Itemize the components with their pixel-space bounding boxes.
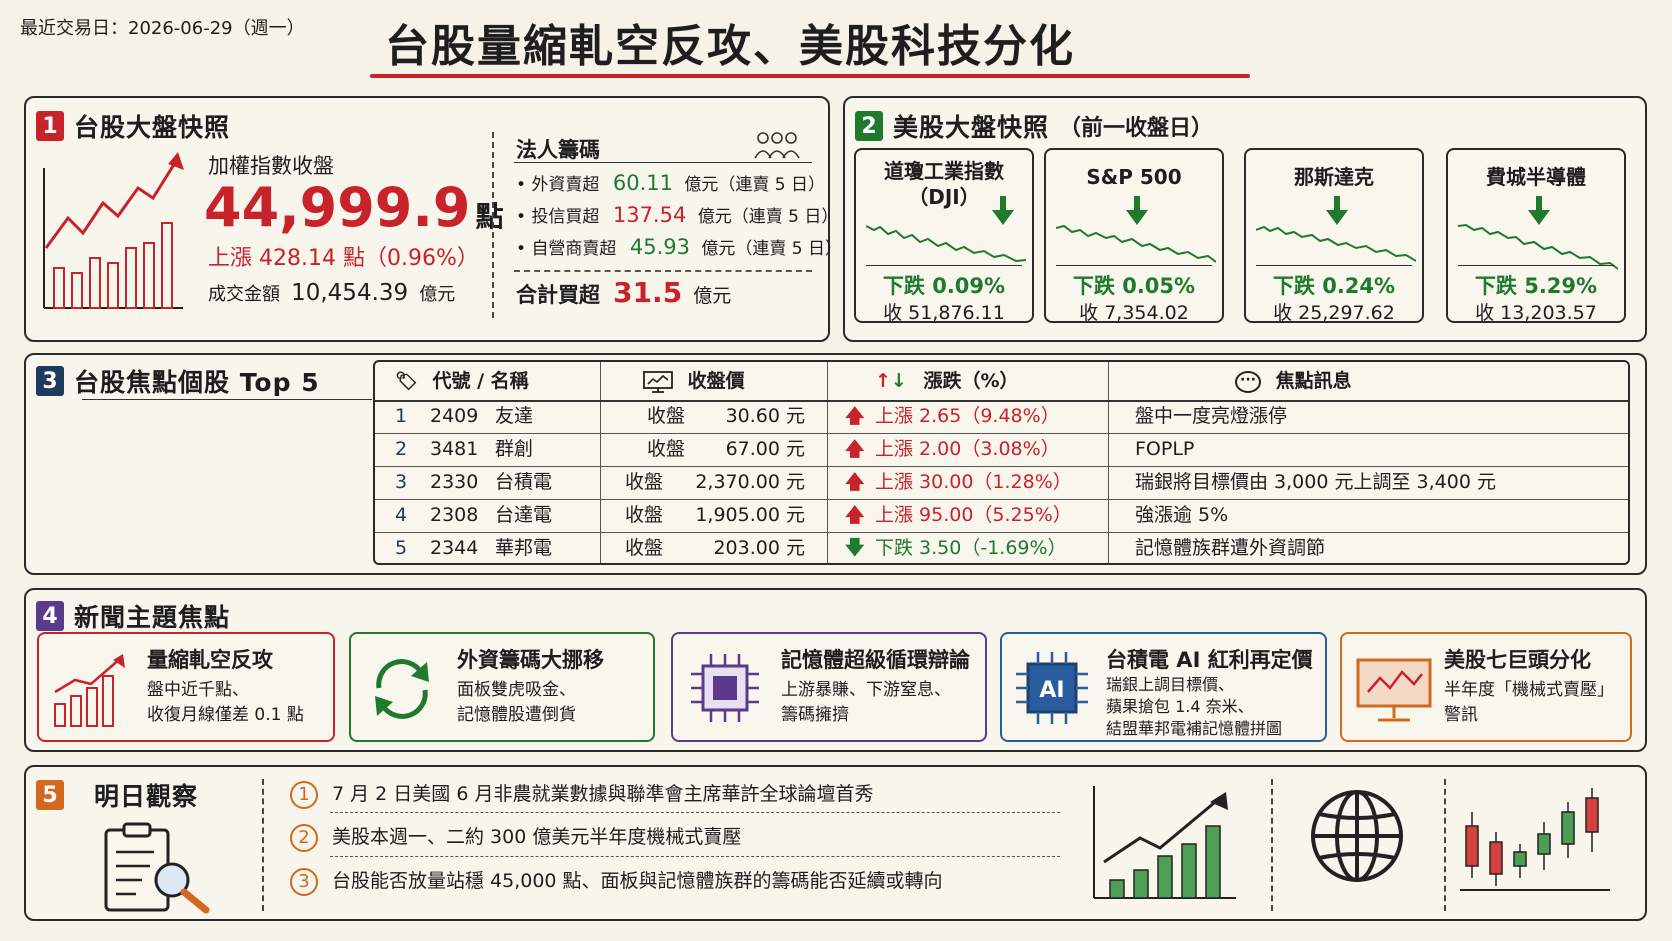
news-body: 面板雙虎吸金、 記憶體股遭倒貨: [457, 680, 576, 725]
chip-row: • 自營商賣超 45.93 億元（連賣 5 日）: [516, 235, 842, 259]
down-arrow-icon: [1126, 196, 1148, 225]
turnover-unit: 億元: [419, 284, 456, 305]
us-index-card-nasdaq: 那斯達克 下跌 0.24% 收 25,297.62: [1244, 148, 1424, 324]
chip-icon: [691, 654, 759, 722]
news-title: 美股七巨頭分化: [1444, 648, 1591, 672]
index-unit: 點: [475, 200, 504, 233]
news-card: 量縮軋空反攻 盤中近千點、 收復月線僅差 0.1 點: [37, 632, 335, 742]
us-index-close: 收 13,203.57: [1475, 302, 1597, 324]
section-number: 4: [36, 601, 64, 631]
section-title: 美股大盤快照: [893, 113, 1050, 142]
news-body: 半年度「機械式賣壓」 警訊: [1444, 680, 1614, 725]
down-arrow-icon: [1326, 196, 1348, 225]
observation-item: 3 台股能否放量站穩 45,000 點、面板與記憶體族群的籌碼能否延續或轉向: [290, 864, 943, 898]
title-underline: [370, 74, 1250, 78]
section-number: 1: [36, 111, 64, 141]
clipboard-search-icon: [104, 822, 210, 914]
ai-chip-icon: AI: [1016, 652, 1088, 724]
news-body: 盤中近千點、 收復月線僅差 0.1 點: [147, 680, 304, 725]
down-arrow-icon: [1528, 196, 1550, 225]
monitor-chart-icon: [643, 370, 673, 393]
growth-bar-chart-icon: [1093, 786, 1236, 899]
tw-market-panel: 1 台股大盤快照 加權指數收盤 44,999.9 點 上漲 428.14 點（0…: [24, 96, 842, 342]
column-header: ↑↓ 漲跌（%）: [875, 370, 1019, 392]
us-index-change: 下跌 0.09%: [882, 274, 1006, 298]
chip-row: • 外資賣超 60.11 億元（連賣 5 日）: [516, 171, 825, 195]
news-title: 記憶體超級循環辯論: [781, 648, 970, 672]
refresh-cycle-icon: [375, 659, 429, 719]
chat-bubble-icon: ···: [1235, 370, 1261, 393]
section-subtitle: （前一收盤日）: [1059, 116, 1214, 141]
index-label: 加權指數收盤: [208, 154, 334, 178]
us-index-card-sox: 費城半導體 下跌 5.29% 收 13,203.57: [1446, 148, 1626, 324]
us-index-close: 收 25,297.62: [1273, 302, 1395, 324]
news-card: AI 台積電 AI 紅利再定價 瑞銀上調目標價、 蘋果搶包 1.4 奈米、 結盟華邦…: [1000, 632, 1327, 742]
tag-icon: 🏷: [395, 371, 418, 392]
trade-date: 最近交易日：2026-06-29（週一）: [20, 18, 305, 39]
us-index-card-dji: 道瓊工業指數 （DJI） 下跌 0.09% 收 51,876.11: [854, 148, 1034, 324]
column-header: 收盤價: [643, 362, 745, 400]
page-title: 台股量縮軋空反攻、美股科技分化: [385, 21, 1075, 72]
rising-chart-icon: [43, 152, 184, 309]
us-index-close: 收 7,354.02: [1079, 302, 1189, 324]
turnover-label: 成交金額: [208, 284, 280, 305]
down-arrow-icon: [992, 196, 1014, 225]
news-title: 量縮軋空反攻: [147, 648, 273, 672]
downtrend-line: [1458, 223, 1618, 270]
downtrend-line: [1056, 224, 1216, 263]
downtrend-line: [1256, 225, 1416, 262]
news-title: 台積電 AI 紅利再定價: [1106, 648, 1313, 672]
news-card: 記憶體超級循環辯論 上游暴賺、下游窒息、 籌碼擁擠: [671, 632, 987, 742]
us-index-change: 下跌 0.05%: [1072, 274, 1196, 298]
globe-icon: [1311, 790, 1403, 882]
candlestick-icon: [1460, 788, 1610, 891]
us-index-change: 下跌 0.24%: [1272, 274, 1396, 298]
news-body: 上游暴賺、下游窒息、 籌碼擁擠: [781, 680, 951, 725]
monitor-chart-icon: [1356, 658, 1432, 722]
news-card: 美股七巨頭分化 半年度「機械式賣壓」 警訊: [1340, 632, 1632, 742]
svg-text:AI: AI: [1039, 678, 1064, 703]
observation-item: 2 美股本週一、二約 300 億美元半年度機械式賣壓: [290, 820, 741, 854]
column-header: ··· 焦點訊息: [1235, 362, 1352, 400]
divider: [492, 132, 494, 318]
section-number: 3: [36, 366, 64, 396]
index-change: 上漲 428.14 點（0.96%）: [208, 246, 479, 271]
section-number: 2: [855, 111, 883, 141]
focus-stocks-table: 🏷 代號 / 名稱 收盤價 ↑↓ 漲跌（%） ··· 焦點訊息 1 2409 友…: [373, 360, 1630, 565]
section-number: 5: [36, 780, 64, 810]
column-header: 🏷 代號 / 名稱: [395, 362, 529, 400]
turnover-value: 10,454.39: [291, 280, 409, 306]
us-index-close: 收 51,876.11: [883, 302, 1005, 324]
section-title: 台股大盤快照: [74, 113, 231, 142]
index-value: 44,999.9: [204, 176, 471, 239]
section-title: 台股焦點個股 Top 5: [74, 368, 320, 397]
rising-bars-icon: [54, 654, 125, 727]
chip-total: 合計買超 31.5 億元: [516, 276, 732, 309]
us-index-card-sp500: S&P 500 下跌 0.05% 收 7,354.02: [1044, 148, 1224, 324]
section-title: 新聞主題焦點: [74, 603, 231, 632]
us-index-change: 下跌 5.29%: [1474, 274, 1598, 298]
news-card: 外資籌碼大挪移 面板雙虎吸金、 記憶體股遭倒貨: [349, 632, 655, 742]
news-title: 外資籌碼大挪移: [457, 648, 604, 672]
people-icon: [754, 132, 800, 159]
chips-title: 法人籌碼: [516, 138, 600, 162]
news-body: 瑞銀上調目標價、 蘋果搶包 1.4 奈米、 結盟華邦電補記憶體拼圖: [1106, 675, 1283, 738]
section-title: 明日觀察: [94, 782, 199, 811]
up-down-arrows-icon: ↑↓: [875, 370, 907, 392]
chip-row: • 投信買超 137.54 億元（連賣 5 日）: [516, 203, 839, 227]
downtrend-line: [866, 225, 1026, 263]
